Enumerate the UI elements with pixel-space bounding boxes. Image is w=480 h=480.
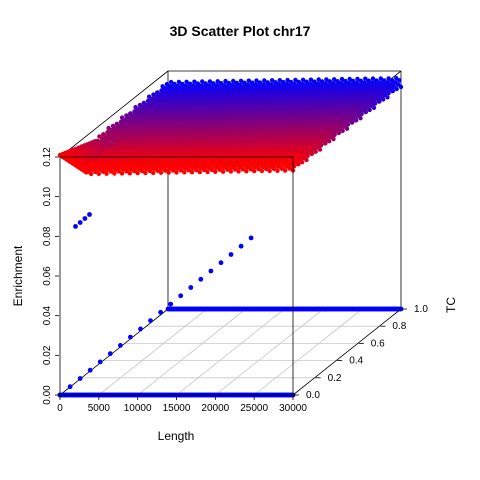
diagonal-ramp-point	[148, 318, 153, 323]
diagonal-ramp-point	[98, 360, 103, 365]
plateau-point	[353, 112, 357, 116]
isolated-point	[73, 224, 78, 229]
isolated-point	[87, 212, 92, 217]
isolated-point	[78, 220, 83, 225]
plateau-point	[335, 124, 339, 128]
plateau-point	[370, 99, 374, 103]
isolated-point	[83, 216, 88, 221]
plateau-point	[330, 130, 334, 134]
diagonal-ramp-point	[209, 269, 214, 274]
diagonal-ramp-point	[168, 302, 173, 307]
diagonal-ramp-point	[118, 343, 123, 348]
grid-line-x	[138, 309, 246, 395]
points-layer	[58, 76, 404, 397]
plateau-point	[357, 110, 361, 114]
plateau-point	[389, 82, 393, 86]
diagonal-ramp-point	[178, 293, 183, 298]
diagonal-ramp-point	[88, 368, 93, 373]
diagonal-ramp-point	[188, 285, 193, 290]
diagonal-ramp-point	[108, 351, 113, 356]
diagonal-ramp-point	[198, 277, 203, 282]
plateau-point	[366, 101, 370, 105]
diagonal-ramp-point	[249, 236, 254, 241]
grid-line-x	[99, 309, 207, 395]
plateau-point	[322, 135, 326, 139]
plateau-point	[361, 107, 365, 111]
chart-title: 3D Scatter Plot chr17	[170, 23, 311, 39]
plateau-point	[375, 97, 379, 101]
diagonal-ramp-point	[158, 310, 163, 315]
diagonal-ramp-point	[78, 376, 83, 381]
plateau-point	[376, 93, 380, 97]
diagonal-ramp-point	[219, 260, 224, 265]
plateau-point	[343, 120, 347, 124]
diagonal-ramp-point	[68, 384, 73, 389]
plateau-point	[326, 132, 330, 136]
plateau-point	[349, 114, 353, 118]
diagonal-ramp-point	[229, 252, 234, 257]
diagonal-ramp-point	[138, 327, 143, 332]
plateau-point	[380, 91, 384, 95]
plateau-point	[384, 89, 388, 93]
plateau-point	[393, 80, 397, 84]
grid-line-x	[215, 309, 323, 395]
plateau-point	[339, 122, 343, 126]
plateau-point	[334, 128, 338, 132]
diagonal-ramp-point	[239, 244, 244, 249]
grid-line-x	[254, 309, 362, 395]
diagonal-ramp-point	[128, 335, 133, 340]
grid-line-x	[177, 309, 285, 395]
plateau-point	[348, 118, 352, 122]
plateau-point	[397, 78, 401, 82]
plateau-point	[362, 103, 366, 107]
plateau-point	[388, 87, 392, 91]
